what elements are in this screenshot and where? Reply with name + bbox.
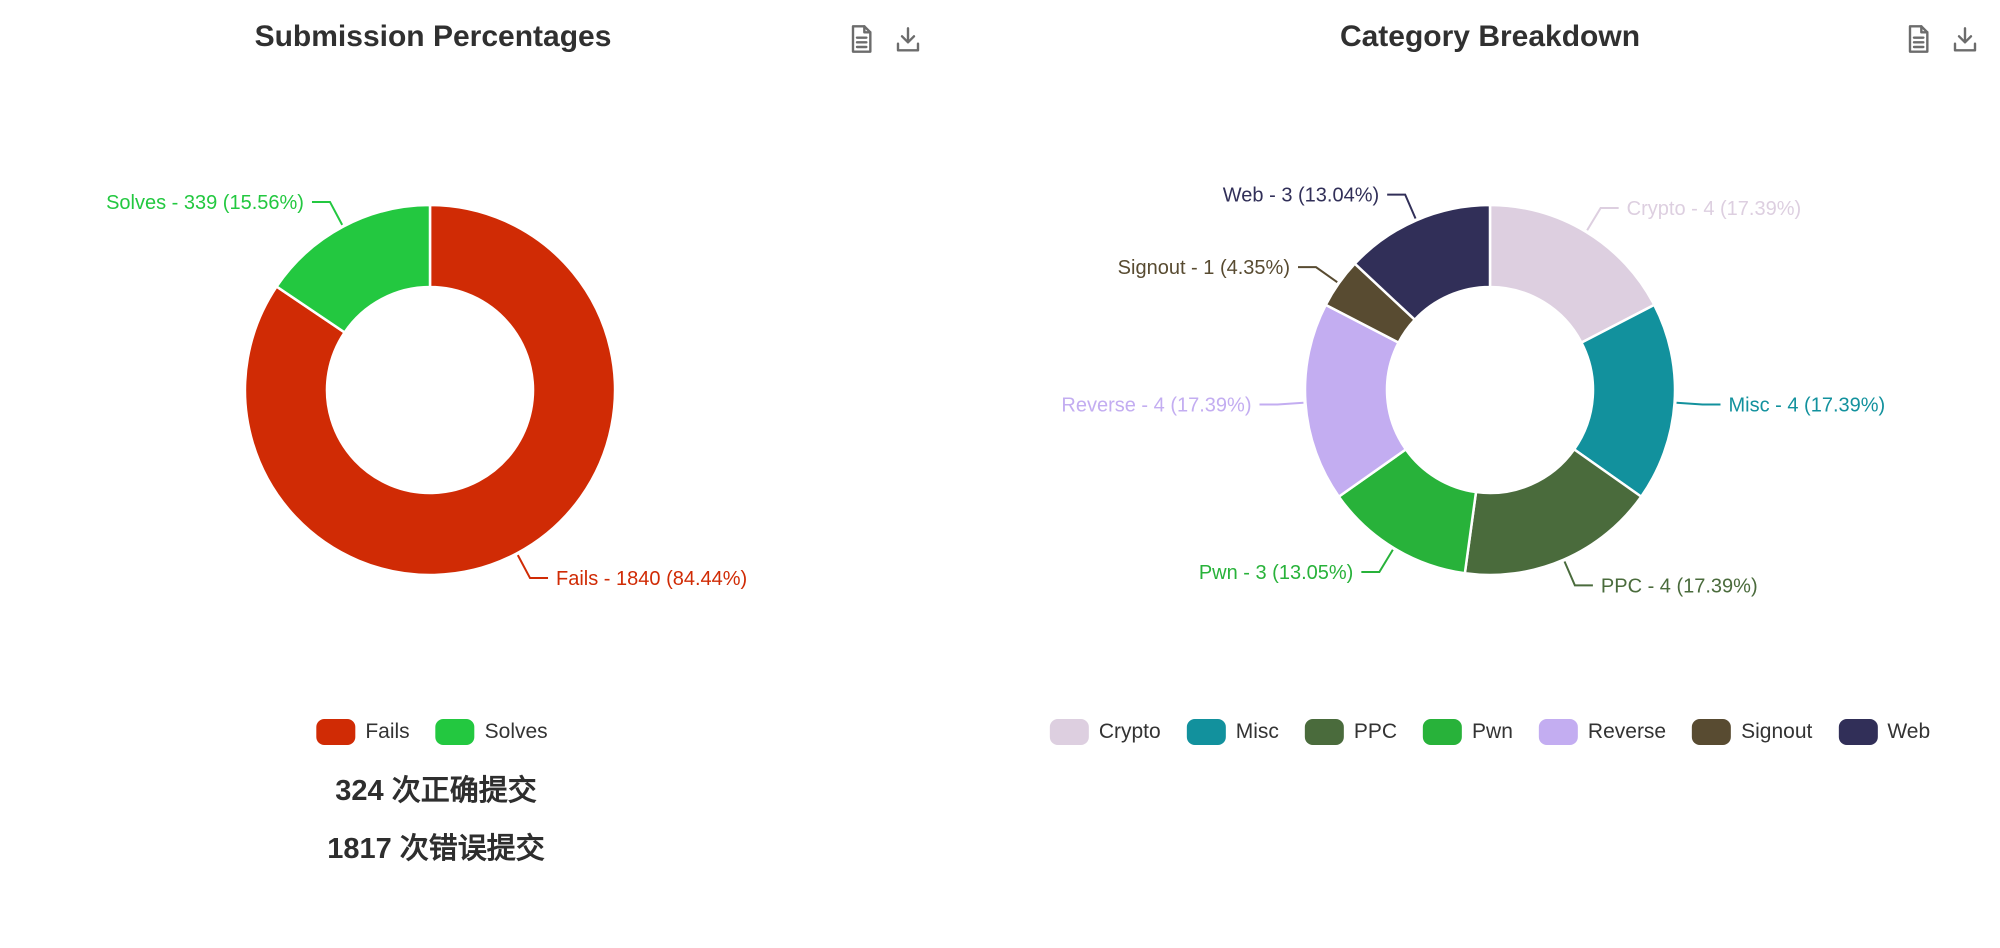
legend-label: Crypto bbox=[1098, 720, 1161, 743]
submission-counts: 324 次正确提交 1817 次错误提交 bbox=[327, 762, 545, 878]
pie-slice-solves[interactable] bbox=[275, 203, 432, 334]
legend-label: Misc bbox=[1235, 720, 1279, 743]
download-icon[interactable] bbox=[892, 22, 924, 56]
legend-item-solves[interactable]: Solves bbox=[435, 719, 548, 745]
legend-item-ppc[interactable]: PPC bbox=[1304, 719, 1398, 745]
legend-swatch-ppc bbox=[1304, 719, 1344, 745]
legend-label: PPC bbox=[1353, 720, 1398, 743]
legend-item-reverse[interactable]: Reverse bbox=[1538, 719, 1667, 745]
download-icon[interactable] bbox=[1949, 22, 1981, 56]
legend-swatch-fails bbox=[316, 719, 356, 745]
chart-legend: Crypto Misc PPC Pwn Reverse Signout Web bbox=[1049, 719, 1930, 745]
panel-category-breakdown: Category Breakdown Crypto - 4 (17.39%) Mi… bbox=[1000, 0, 2000, 948]
legend-label: Reverse bbox=[1587, 720, 1667, 743]
file-text-icon[interactable] bbox=[1902, 22, 1934, 56]
chart-toolbar bbox=[1902, 22, 1981, 56]
label-leader-line bbox=[1676, 401, 1721, 406]
slice-label-pwn: Pwn - 3 (13.05%) bbox=[1199, 562, 1354, 584]
file-text-icon[interactable] bbox=[845, 22, 877, 56]
legend-item-signout[interactable]: Signout bbox=[1692, 719, 1812, 745]
chart-title: Category Breakdown bbox=[1339, 20, 1641, 53]
legend-item-pwn[interactable]: Pwn bbox=[1423, 719, 1513, 745]
slice-label-misc: Misc - 4 (17.39%) bbox=[1729, 395, 1886, 417]
legend-swatch-signout bbox=[1692, 719, 1732, 745]
chart-legend: Fails Solves bbox=[316, 719, 548, 745]
legend-item-misc[interactable]: Misc bbox=[1186, 719, 1279, 745]
label-leader-line bbox=[1563, 561, 1593, 587]
slice-label-signout: Signout - 1 (4.35%) bbox=[1118, 257, 1290, 279]
label-leader-line bbox=[1586, 207, 1619, 231]
label-leader-line bbox=[1361, 549, 1394, 573]
legend-item-web[interactable]: Web bbox=[1838, 719, 1930, 745]
pie-slice-fails[interactable] bbox=[243, 203, 617, 577]
slice-label-crypto: Crypto - 4 (17.39%) bbox=[1627, 198, 1802, 220]
legend-item-fails[interactable]: Fails bbox=[316, 719, 410, 745]
label-leader-line bbox=[311, 200, 344, 226]
legend-swatch-crypto bbox=[1049, 719, 1089, 745]
legend-swatch-misc bbox=[1186, 719, 1226, 745]
legend-label: Solves bbox=[484, 720, 548, 743]
chart-toolbar bbox=[845, 22, 924, 56]
legend-label: Fails bbox=[365, 720, 410, 743]
legend-label: Signout bbox=[1741, 720, 1813, 743]
legend-item-crypto[interactable]: Crypto bbox=[1049, 719, 1161, 745]
slice-label-fails: Fails - 1840 (84.44%) bbox=[556, 568, 747, 590]
donut-chart-submission-percentages: Fails - 1840 (84.44%) Solves - 339 (15.56… bbox=[106, 192, 747, 590]
legend-swatch-web bbox=[1838, 719, 1878, 745]
legend-swatch-solves bbox=[435, 719, 475, 745]
slice-label-ppc: PPC - 4 (17.39%) bbox=[1601, 575, 1758, 597]
legend-label: Web bbox=[1887, 720, 1931, 743]
wrong-submissions-text: 1817 次错误提交 bbox=[327, 833, 545, 865]
label-leader-line bbox=[516, 554, 549, 580]
legend-swatch-reverse bbox=[1538, 719, 1578, 745]
donut-chart-category-breakdown: Crypto - 4 (17.39%) Misc - 4 (17.39%) PPC … bbox=[1061, 185, 1886, 598]
slice-label-web: Web - 3 (13.04%) bbox=[1223, 185, 1379, 207]
panel-submission-percentages: Submission Percentages Fails - 1840 (84.… bbox=[106, 20, 924, 878]
correct-submissions-text: 324 次正确提交 bbox=[335, 775, 537, 807]
slice-label-solves: Solves - 339 (15.56%) bbox=[106, 192, 304, 214]
legend-label: Pwn bbox=[1472, 720, 1513, 743]
slice-label-reverse: Reverse - 4 (17.39%) bbox=[1061, 395, 1251, 417]
label-leader-line bbox=[1259, 401, 1304, 406]
pie-slice-web[interactable] bbox=[1353, 203, 1492, 321]
label-leader-line bbox=[1387, 193, 1417, 219]
label-leader-line bbox=[1298, 266, 1338, 283]
chart-title: Submission Percentages bbox=[254, 20, 612, 53]
legend-swatch-pwn bbox=[1423, 719, 1463, 745]
